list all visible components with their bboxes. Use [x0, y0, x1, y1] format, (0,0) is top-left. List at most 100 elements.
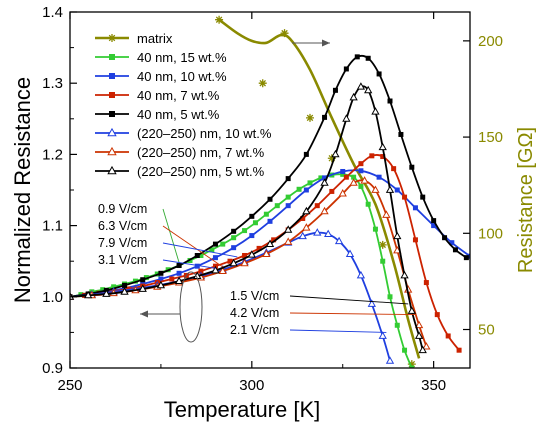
data-point [313, 228, 322, 236]
data-point [342, 114, 351, 122]
data-point [351, 174, 357, 180]
data-point [409, 164, 415, 170]
data-point [231, 228, 237, 234]
data-point [285, 194, 291, 200]
series-line [70, 169, 470, 298]
data-point [382, 210, 391, 218]
data-point [303, 187, 309, 193]
legend-label: (220–250) nm, 7 wt.% [137, 145, 265, 160]
data-point [125, 286, 131, 292]
data-point [198, 268, 204, 274]
x-axis-title: Temperature [K] [164, 397, 321, 422]
data-point [267, 218, 273, 224]
series-0 [215, 15, 421, 368]
data-point [211, 265, 220, 274]
series-4 [70, 54, 469, 300]
data-point [364, 85, 373, 94]
data-point [307, 180, 313, 186]
data-point [300, 215, 306, 221]
legend-item-4: 40 nm, 5 wt.% [95, 107, 220, 122]
legend-marker [107, 165, 117, 175]
data-point [240, 258, 249, 267]
data-point [212, 241, 218, 247]
data-point [394, 187, 400, 193]
data-point [358, 161, 364, 167]
data-point [102, 289, 111, 297]
legend: matrix 40 nm, 15 wt.% 40 nm, 10 wt.% 40 nm,… [95, 31, 272, 179]
data-point [174, 276, 184, 285]
data-point [371, 185, 380, 193]
annotation-left-2: 7.9 V/cm [98, 236, 147, 250]
data-point [402, 347, 408, 353]
y2-tick-label: 100 [478, 225, 503, 242]
annotation-line [289, 312, 416, 316]
data-point [345, 249, 355, 257]
data-point [423, 280, 429, 286]
data-point [284, 237, 293, 245]
annotation-line [162, 208, 180, 263]
data-point [215, 15, 224, 24]
data-point [318, 175, 324, 181]
data-point [442, 235, 448, 241]
data-point [343, 66, 349, 72]
data-point [262, 249, 271, 257]
data-point [231, 245, 237, 251]
data-point [271, 237, 277, 243]
data-point [84, 290, 93, 299]
legend-label: 40 nm, 15 wt.% [137, 50, 227, 65]
data-point [365, 201, 371, 207]
data-point [340, 171, 346, 177]
data-point [302, 206, 311, 215]
data-point [122, 282, 128, 288]
data-point [400, 270, 409, 279]
data-point [285, 176, 291, 182]
data-point [169, 276, 175, 282]
data-point [274, 203, 280, 209]
data-point [138, 284, 147, 292]
y-tick-label: 1.1 [42, 218, 63, 235]
data-point [334, 236, 344, 245]
data-point [229, 258, 238, 267]
data-point [394, 322, 400, 328]
legend-label: (220–250) nm, 10 wt.% [137, 126, 272, 141]
annotation-left-0: 0.9 V/cm [98, 202, 147, 216]
data-point [398, 131, 404, 137]
series-line [70, 54, 467, 298]
data-point [258, 79, 267, 88]
data-point [198, 253, 204, 259]
data-point [356, 82, 366, 90]
data-point [158, 276, 164, 282]
legend-item-6: (220–250) nm, 7 wt.% [95, 145, 265, 160]
data-point [242, 228, 248, 234]
data-point [256, 245, 262, 251]
series-line [70, 85, 424, 351]
legend-marker [109, 54, 115, 60]
data-point [452, 247, 458, 253]
data-point [267, 196, 273, 202]
annotation-line [162, 225, 223, 268]
data-point [280, 29, 289, 38]
y2-tick-label: 50 [478, 322, 495, 339]
data-point [409, 365, 415, 368]
annotation-line [162, 259, 216, 269]
data-point [314, 203, 320, 209]
data-point [431, 223, 437, 229]
legend-label: 40 nm, 5 wt.% [137, 107, 220, 122]
series-line [218, 18, 421, 359]
data-point [284, 225, 293, 233]
data-point [372, 226, 378, 232]
legend-item-0: matrix [95, 31, 173, 46]
legend-marker [109, 111, 115, 117]
data-point [298, 231, 307, 240]
annotation-line [289, 295, 409, 305]
data-point [194, 263, 200, 269]
data-point [249, 213, 255, 219]
legend-item-2: 40 nm, 10 wt.% [95, 69, 227, 84]
data-point [332, 87, 338, 93]
legend-item-5: (220–250) nm, 10 wt.% [95, 126, 272, 141]
data-point [327, 154, 336, 163]
annotation-line [289, 329, 387, 333]
data-point [265, 239, 275, 248]
data-point [407, 360, 416, 368]
y-tick-label: 0.9 [42, 360, 63, 377]
